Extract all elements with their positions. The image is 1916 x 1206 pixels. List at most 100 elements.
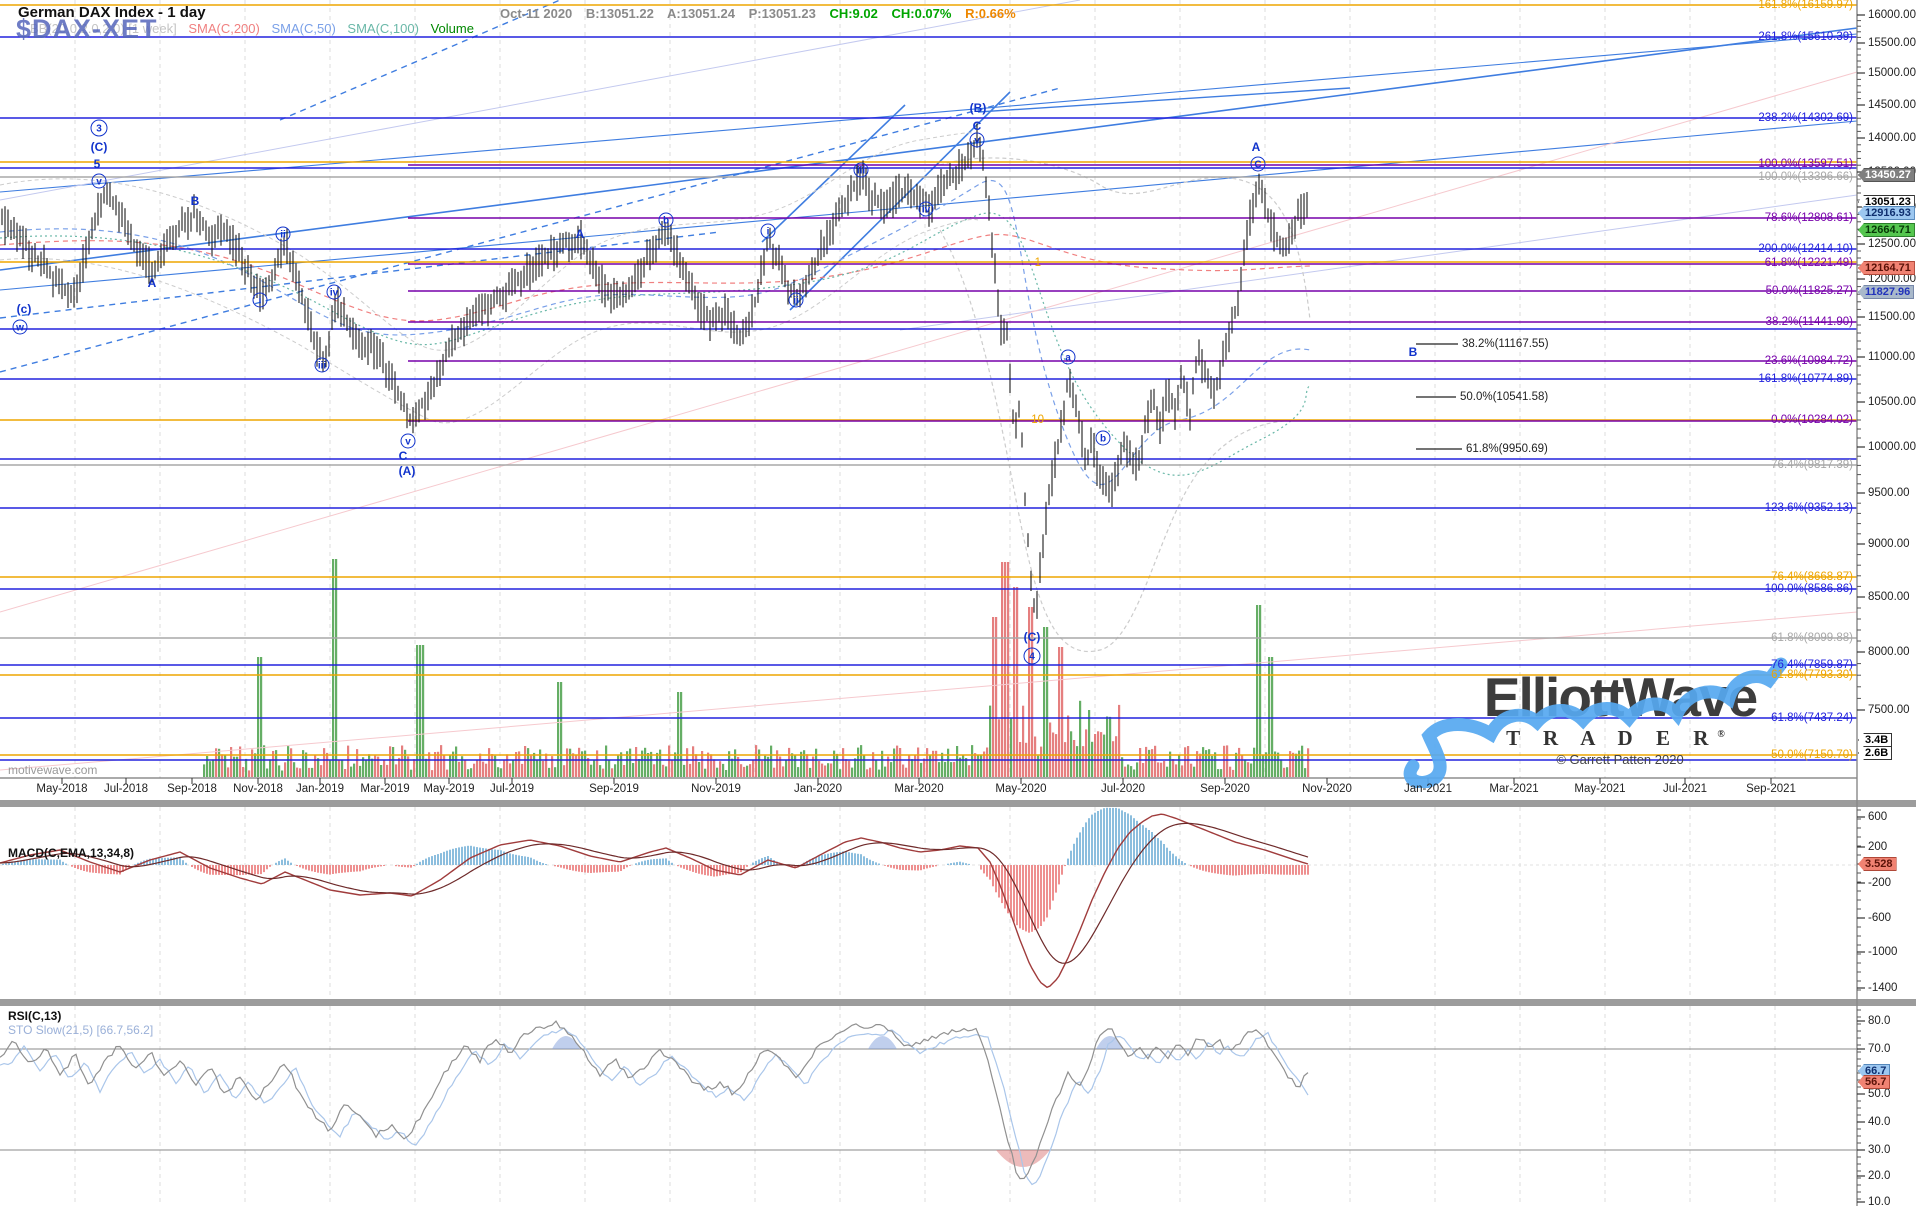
price-axis-tick-label[interactable]: 9000.00	[1868, 538, 1910, 550]
time-axis-month-label[interactable]: Jan-2019	[296, 783, 344, 795]
legend-volume[interactable]: Volume	[430, 21, 474, 36]
rsi-axis-tick-label[interactable]: 80.0	[1868, 1015, 1891, 1027]
price-axis-tick-label[interactable]: 14500.00	[1868, 99, 1916, 111]
elliott-wave-label[interactable]: A	[1251, 140, 1261, 154]
elliott-wave-label[interactable]: iii	[853, 162, 869, 178]
fib-level-label: 76.4%(8668.87)	[1771, 571, 1853, 583]
rsi-axis-tick-label[interactable]: 40.0	[1868, 1116, 1891, 1128]
logo-copyright: © Garrett Patten 2020	[1556, 752, 1684, 767]
price-axis-tick-label[interactable]: 9500.00	[1868, 487, 1910, 499]
price-axis-tick-label[interactable]: 8500.00	[1868, 591, 1910, 603]
elliott-wave-label[interactable]: 3	[90, 119, 108, 137]
macd-axis-tick-label[interactable]: 600	[1868, 811, 1888, 823]
price-axis-tick-label[interactable]: 15000.00	[1868, 67, 1916, 79]
time-axis-month-label[interactable]: Jan-2020	[794, 783, 842, 795]
time-axis-month-label[interactable]: Sep-2020	[1200, 783, 1250, 795]
time-axis-month-label[interactable]: Jul-2021	[1662, 783, 1708, 795]
time-axis-month-label[interactable]: Mar-2020	[894, 783, 944, 795]
elliott-wave-label[interactable]: w	[12, 319, 28, 335]
price-axis-tick-label[interactable]: 12500.00	[1868, 238, 1916, 250]
elliott-wave-label[interactable]: B	[190, 194, 200, 208]
time-axis-month-label[interactable]: Nov-2020	[1302, 783, 1352, 795]
time-axis-month-label[interactable]: Sep-2018	[167, 783, 217, 795]
elliott-wave-label[interactable]: i	[252, 292, 268, 308]
elliott-wave-label[interactable]: a	[1060, 349, 1076, 365]
price-axis-tick-label[interactable]: 10000.00	[1868, 441, 1916, 453]
fib-level-label: 61.8%(7793.30)	[1771, 669, 1853, 681]
macd-axis-tick-label[interactable]: -1400	[1868, 982, 1898, 994]
time-axis-month-label[interactable]: Jul-2018	[103, 783, 149, 795]
logo-text: ElliottWave	[1483, 666, 1758, 728]
price-axis-tick-label[interactable]: 10500.00	[1868, 396, 1916, 408]
macd-study-label[interactable]: MACD(C,EMA,13,34,8)	[8, 846, 135, 860]
price-axis-tick-label[interactable]: 8000.00	[1868, 646, 1910, 658]
rsi-axis-tick-label[interactable]: 20.0	[1868, 1170, 1891, 1182]
rsi-study-label[interactable]: RSI(C,13)	[8, 1009, 62, 1023]
elliott-wave-label[interactable]: v	[91, 173, 107, 189]
time-axis-month-label[interactable]: Mar-2021	[1489, 783, 1539, 795]
elliott-wave-label[interactable]: 5	[93, 157, 101, 171]
elliott-wave-label[interactable]: 4	[1023, 647, 1041, 665]
price-axis-tick-label[interactable]: 16000.00	[1868, 9, 1916, 21]
macd-axis-tick-label[interactable]: -200	[1868, 877, 1892, 889]
elliott-wave-label[interactable]: (B)	[969, 101, 987, 115]
legend-sma50[interactable]: SMA(C,50)	[271, 21, 336, 36]
time-axis-month-label[interactable]: Mar-2019	[360, 783, 410, 795]
time-axis-month-label[interactable]: Sep-2019	[589, 783, 639, 795]
elliott-wave-label[interactable]: (C)	[1023, 630, 1041, 644]
elliott-wave-label[interactable]: ii	[275, 226, 291, 242]
rsi-value-tag: 66.7	[1858, 1064, 1891, 1078]
elliott-wave-label[interactable]: (c)	[16, 302, 32, 316]
price-axis-tick-label[interactable]: 12000.00	[1868, 273, 1916, 285]
legend-sma100[interactable]: SMA(C,100)	[347, 21, 419, 36]
elliott-wave-label[interactable]: A	[575, 227, 585, 241]
time-axis-month-label[interactable]: Nov-2018	[233, 783, 283, 795]
legend-sma200[interactable]: SMA(C,200)	[188, 21, 260, 36]
rsi-axis-tick-label[interactable]: 30.0	[1868, 1144, 1891, 1156]
macd-axis-tick-label[interactable]: -1000	[1868, 946, 1898, 958]
sto-study-label[interactable]: STO Slow(21,5) [66.7,56.2]	[8, 1023, 154, 1037]
time-axis-month-label[interactable]: Nov-2019	[691, 783, 741, 795]
elliott-wave-label[interactable]: C	[398, 449, 408, 463]
legend-bollinger[interactable]: BB(20,0,2.0,2.0) [1 week]	[30, 21, 177, 36]
fib-level-label-fragment: 1	[1034, 257, 1041, 269]
elliott-wave-label[interactable]: v	[400, 433, 416, 449]
rsi-axis-tick-label[interactable]: 50.0	[1868, 1088, 1891, 1100]
fib-level-label: 200.0%(12414.10)	[1758, 243, 1853, 255]
time-axis-month-label[interactable]: Jul-2019	[489, 783, 535, 795]
price-axis-tick-label[interactable]: 7500.00	[1868, 704, 1910, 716]
price-axis-tick-label[interactable]: 11500.00	[1868, 311, 1916, 323]
elliott-wave-label[interactable]: C	[1250, 156, 1266, 172]
elliott-wave-label[interactable]: iii	[314, 357, 330, 373]
price-axis-tick-label[interactable]: 14000.00	[1868, 132, 1916, 144]
time-axis-month-label[interactable]: May-2020	[995, 783, 1047, 795]
time-axis-month-label[interactable]: May-2018	[36, 783, 88, 795]
macd-axis-tick-label[interactable]: -600	[1868, 912, 1892, 924]
elliott-wave-label[interactable]: (A)	[398, 464, 416, 478]
macd-axis-tick-label[interactable]: 200	[1868, 841, 1888, 853]
elliott-wave-label[interactable]: b	[658, 212, 674, 228]
study-legend: BB(20,0,2.0,2.0) [1 week] SMA(C,200) SMA…	[30, 21, 482, 36]
elliott-wave-label[interactable]: C	[972, 119, 982, 133]
elliott-wave-label[interactable]: ii	[788, 292, 804, 308]
elliott-wave-label[interactable]: (C)	[90, 140, 108, 154]
elliott-wave-label[interactable]: v	[969, 132, 985, 148]
elliott-wave-label[interactable]: iv	[918, 201, 934, 217]
price-axis-tick-label[interactable]: 11000.00	[1868, 351, 1916, 363]
elliott-wave-label[interactable]: i	[760, 223, 776, 239]
quote-change: CH:9.02	[829, 6, 878, 21]
time-axis-month-label[interactable]: May-2019	[423, 783, 475, 795]
elliott-wave-label[interactable]: A	[147, 276, 157, 290]
time-axis-month-label[interactable]: Sep-2021	[1746, 783, 1796, 795]
time-axis-month-label[interactable]: May-2021	[1574, 783, 1626, 795]
time-axis-month-label[interactable]: Jan-2021	[1404, 783, 1452, 795]
rsi-axis-tick-label[interactable]: 70.0	[1868, 1043, 1891, 1055]
rsi-axis-tick-label[interactable]: 10.0	[1868, 1196, 1891, 1206]
elliott-wave-label[interactable]: iv	[326, 284, 342, 300]
elliott-wave-label[interactable]: b	[1095, 430, 1111, 446]
time-axis-month-label[interactable]: Jul-2020	[1100, 783, 1146, 795]
elliott-wave-label[interactable]: B	[1408, 345, 1418, 359]
price-axis-tick-label[interactable]: 15500.00	[1868, 37, 1916, 49]
